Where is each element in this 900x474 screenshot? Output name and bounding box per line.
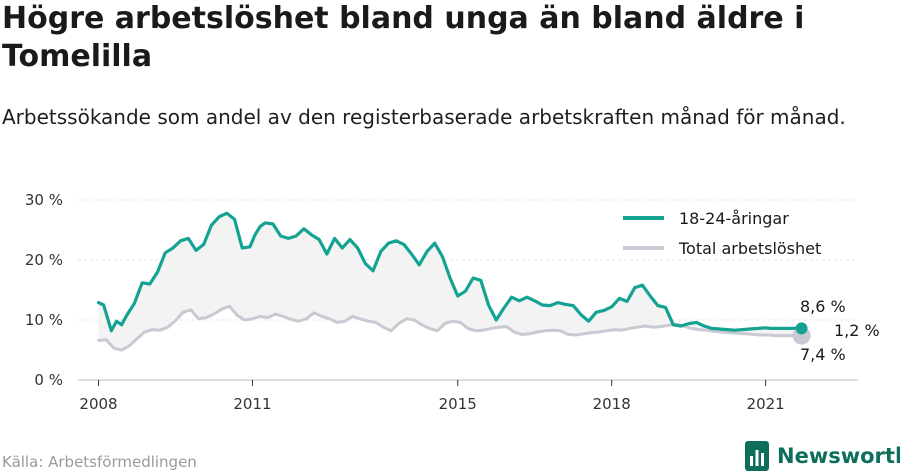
legend[interactable]: 18-24-åringar Total arbetslöshet [623, 209, 821, 258]
series-lines [96, 211, 804, 352]
x-tick-label: 2011 [233, 395, 271, 413]
x-tick-label: 2018 [593, 395, 631, 413]
y-tick-label: 20 % [25, 251, 63, 269]
source-note: Källa: Arbetsförmedlingen [2, 453, 197, 471]
annotations: 8,6 % 7,4 % 1,2 % [800, 297, 880, 364]
newsworthy-logo-icon [745, 441, 769, 471]
y-tick-labels: 0 % 10 % 20 % 30 % [25, 191, 63, 389]
brand-name: Newsworthy [777, 444, 900, 468]
x-ticks [98, 380, 767, 386]
x-tick-label: 2021 [747, 395, 785, 413]
youth-end-marker [795, 322, 808, 335]
x-tick-label: 2015 [439, 395, 477, 413]
page-subtitle: Arbetssökande som andel av den registerb… [2, 105, 846, 129]
y-tick-label: 0 % [34, 371, 63, 389]
series-line-youth [96, 211, 804, 333]
x-tick-label: 2008 [79, 395, 117, 413]
youth-end-label: 8,6 % [800, 297, 846, 316]
end-markers [792, 322, 811, 345]
brand[interactable]: Newsworthy [745, 441, 900, 471]
x-tick-labels: 2008 2011 2015 2018 2021 [79, 395, 784, 413]
legend-label-youth: 18-24-åringar [679, 209, 789, 228]
y-tick-label: 30 % [25, 191, 63, 209]
page-title: Högre arbetslöshet bland unga än bland ä… [2, 1, 805, 74]
gap-label: 1,2 % [834, 321, 880, 340]
y-tick-label: 10 % [25, 311, 63, 329]
total-end-label: 7,4 % [800, 345, 846, 364]
legend-label-total: Total arbetslöshet [678, 239, 821, 258]
